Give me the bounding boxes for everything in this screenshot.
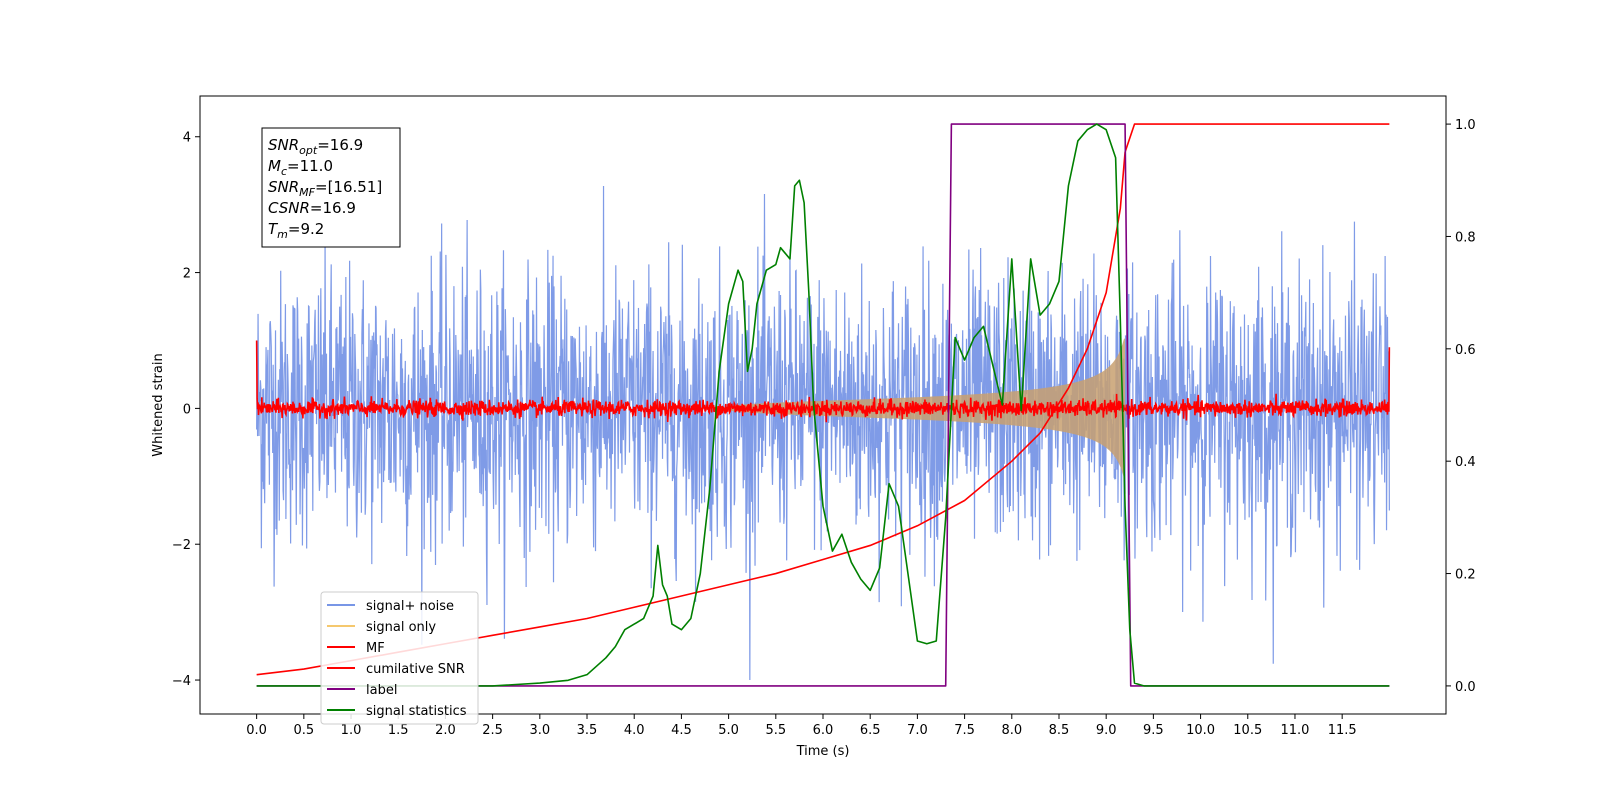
x-tick-label: 1.0 <box>341 723 362 738</box>
legend-entry: signal+ noise <box>366 599 454 614</box>
legend-entry: signal statistics <box>366 704 467 719</box>
y2-tick-label: 0.6 <box>1455 343 1476 358</box>
y-axis-label: Whitened strain <box>151 353 166 456</box>
annotation-line: SNRopt=16.9 <box>268 136 363 157</box>
x-tick-label: 10.5 <box>1233 723 1262 738</box>
x-tick-label: 5.0 <box>718 723 739 738</box>
series-mf <box>255 340 1391 423</box>
x-tick-label: 4.0 <box>624 723 645 738</box>
x-tick-label: 9.5 <box>1143 723 1164 738</box>
annotation-frame <box>261 127 401 248</box>
legend-entry: MF <box>366 641 385 656</box>
x-tick-label: 7.5 <box>954 723 975 738</box>
y2-tick-label: 0.2 <box>1455 568 1476 583</box>
x-tick-label: 2.0 <box>435 723 456 738</box>
y-tick-label: −2 <box>172 538 191 553</box>
legend-entry: signal only <box>366 620 436 635</box>
annotation-line: Tm=9.2 <box>268 220 324 241</box>
x-axis: 0.0 0.5 1.0 1.5 2.0 2.5 3.0 3.5 4.0 4.5 5.0 5.5 6.0 6… <box>246 714 1357 738</box>
annotation-box: SNRopt=16.9Mc=11.0SNRMF=[16.51]CSNR=16.9… <box>261 127 401 248</box>
y-axis-right: 1.0 0.8 0.6 0.4 0.2 0.0 <box>1446 118 1476 695</box>
x-tick-label: 11.5 <box>1328 723 1357 738</box>
x-tick-label: 3.0 <box>529 723 550 738</box>
y-tick-label: 4 <box>183 131 191 146</box>
y2-tick-label: 0.4 <box>1455 455 1476 470</box>
y2-tick-label: 1.0 <box>1455 118 1476 133</box>
x-tick-label: 7.0 <box>907 723 928 738</box>
y2-tick-label: 0.8 <box>1455 230 1476 245</box>
x-tick-label: 0.0 <box>246 723 267 738</box>
series-signal-statistics <box>256 123 1390 687</box>
x-tick-label: 8.0 <box>1001 723 1022 738</box>
x-tick-label: 1.5 <box>388 723 409 738</box>
legend-frame <box>320 591 479 725</box>
x-tick-label: 2.5 <box>482 723 503 738</box>
y-tick-label: −4 <box>172 674 191 689</box>
y2-tick-label: 0.0 <box>1455 680 1476 695</box>
y-axis-left: 4 2 0 −2 −4 <box>172 131 200 689</box>
series-signal-plus-noise <box>256 185 1390 681</box>
y-tick-label: 2 <box>183 267 191 282</box>
x-tick-label: 10.0 <box>1186 723 1215 738</box>
legend: signal+ noise signal only MF cumilative SNR… <box>320 591 479 725</box>
x-tick-label: 5.5 <box>765 723 786 738</box>
legend-entry: label <box>366 683 397 698</box>
annotation-line: CSNR=16.9 <box>268 199 356 217</box>
x-tick-label: 8.5 <box>1049 723 1070 738</box>
x-tick-label: 9.0 <box>1096 723 1117 738</box>
x-tick-label: 3.5 <box>577 723 598 738</box>
x-tick-label: 6.5 <box>860 723 881 738</box>
y-tick-label: 0 <box>183 402 191 417</box>
legend-entry: cumilative SNR <box>366 662 465 677</box>
annotation-line: SNRMF=[16.51] <box>268 178 382 199</box>
annotation-line: Mc=11.0 <box>268 157 333 178</box>
x-tick-label: 4.5 <box>671 723 692 738</box>
x-tick-label: 6.0 <box>813 723 834 738</box>
x-tick-label: 0.5 <box>293 723 314 738</box>
x-tick-label: 11.0 <box>1280 723 1309 738</box>
x-axis-label: Time (s) <box>796 744 850 759</box>
